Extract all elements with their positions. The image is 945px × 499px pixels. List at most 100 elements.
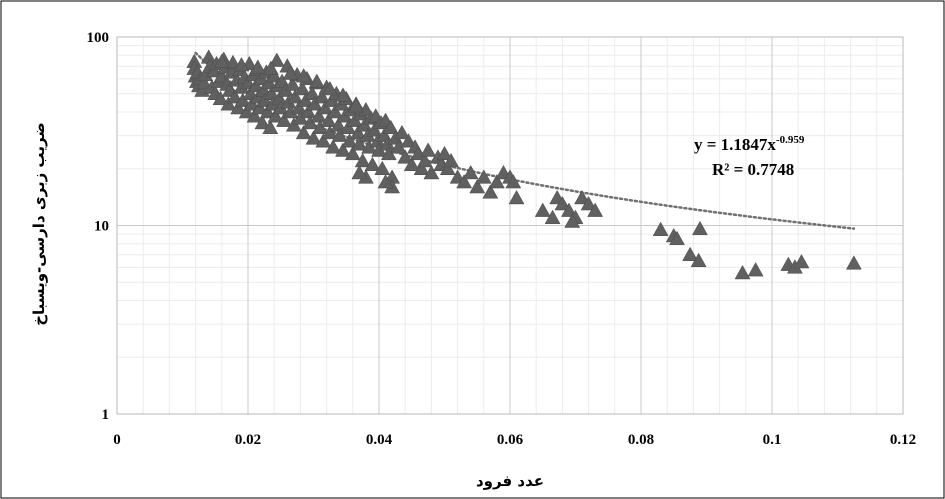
data-point [196,75,213,90]
data-points [186,49,862,280]
data-point [669,230,685,246]
data-point [416,152,433,168]
x-tick-label: 0.02 [235,432,261,448]
data-point [340,119,357,135]
data-point [439,160,456,176]
data-point [315,133,332,148]
data-point [692,220,708,236]
data-point [335,87,351,102]
data-point [317,100,334,115]
data-point [233,57,250,72]
data-point [295,68,312,83]
data-point [544,209,561,224]
data-point [305,130,322,145]
y-axis-title: ضریب زبری دارسی-ویسباخ [30,122,48,326]
data-point [308,73,325,88]
data-point [482,184,499,199]
data-point [420,142,437,157]
data-point [734,264,751,280]
x-tick-labels: 0 0.02 0.04 0.06 0.08 0.1 0.12 [113,432,916,448]
data-point [351,164,368,180]
data-point [249,59,266,74]
data-point [488,174,505,189]
data-point [344,145,361,161]
data-point [348,98,364,113]
plot-border [116,36,904,415]
data-point [306,96,323,111]
data-point [394,124,410,140]
data-point [351,136,368,151]
data-point [580,196,597,211]
data-point [508,189,525,205]
data-point [397,149,414,164]
x-tick-label: 0.1 [763,432,782,448]
data-point [364,156,381,172]
data-point [263,60,279,75]
data-point [225,54,241,70]
data-point [268,52,285,67]
data-point [366,122,383,137]
data-point [443,152,459,168]
data-point [206,63,222,78]
trendline-equation: y = 1.1847x-0.959 [694,134,805,154]
data-point [259,103,276,119]
equation-exponent: -0.959 [776,134,805,146]
data-point [403,156,420,172]
data-point [377,174,394,189]
data-point [314,89,330,104]
data-point [267,108,284,123]
data-point [469,179,486,194]
data-point [436,145,453,161]
data-point [246,108,263,123]
y-tick-labels: 1 10 100 [87,30,110,423]
x-tick-label: 0.06 [497,432,524,448]
y-tick-label: 100 [87,30,110,46]
data-point [213,53,230,68]
data-point [321,124,338,140]
x-tick-label: 0.04 [366,432,393,448]
data-point [341,133,358,148]
trendline-r-squared: R² = 0.7748 [712,160,794,179]
data-point [423,164,440,180]
data-point [220,96,237,111]
x-tick-label: 0.08 [628,432,654,448]
data-point [554,196,571,211]
data-point [300,103,317,119]
data-point [682,246,699,261]
data-point [325,139,342,154]
data-point [561,202,577,217]
data-point [321,80,338,96]
plot-area-border [116,36,904,415]
x-axis-title: عدد فرود [476,472,544,490]
data-point [287,89,304,104]
data-point [312,119,328,135]
data-point [244,96,260,111]
data-point [456,174,473,189]
data-point [254,114,271,130]
x-tick-label: 0 [113,432,121,448]
data-point [304,85,321,100]
data-point [564,213,581,228]
data-point [327,103,344,119]
data-point [226,89,243,104]
data-point [747,262,764,277]
data-point [587,202,604,217]
data-point [238,103,255,119]
y-tick-label: 10 [94,219,109,235]
data-point [262,119,279,135]
data-point [294,80,311,96]
data-point [320,112,337,127]
data-point [462,164,479,180]
data-point [505,174,522,189]
data-point [400,133,417,148]
data-point [284,76,301,91]
data-point [282,65,299,80]
data-point [276,112,292,127]
data-point [247,77,264,93]
data-point [382,119,399,135]
data-point [212,90,229,106]
data-point [652,221,669,236]
